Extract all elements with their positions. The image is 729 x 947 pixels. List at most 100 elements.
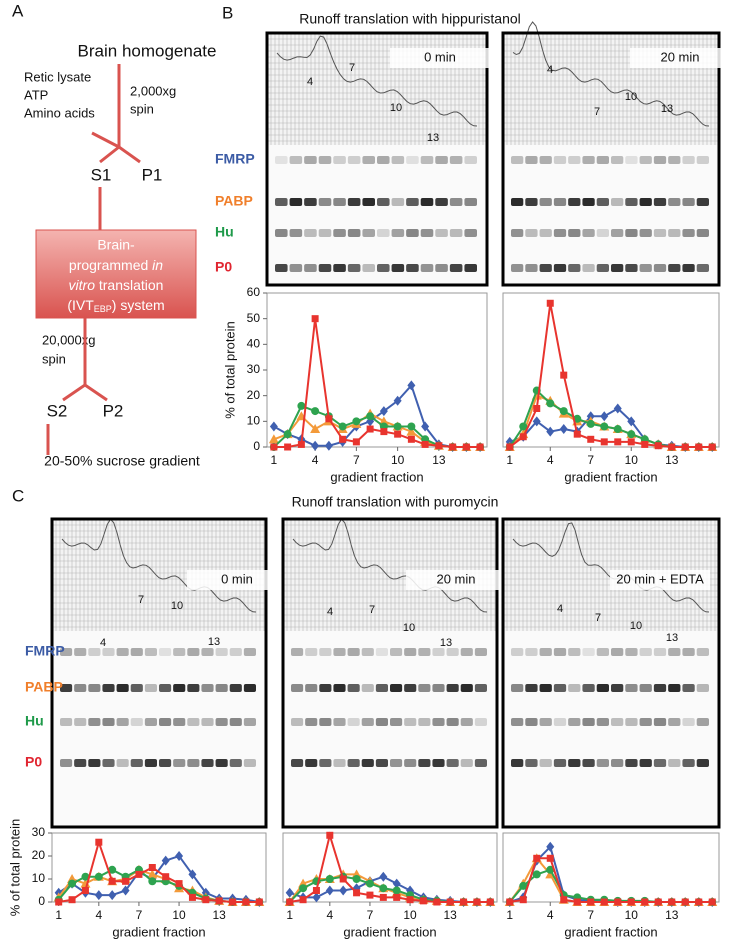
blot-band bbox=[275, 198, 288, 206]
marker bbox=[326, 831, 334, 839]
marker bbox=[641, 440, 649, 448]
blot-band bbox=[653, 229, 667, 237]
blot-band bbox=[116, 759, 129, 767]
series-line bbox=[58, 854, 260, 903]
marker bbox=[352, 417, 361, 426]
protein-label: Hu bbox=[215, 224, 234, 240]
marker bbox=[148, 864, 156, 871]
marker bbox=[188, 893, 196, 901]
protein-label: PABP bbox=[215, 193, 253, 209]
marker bbox=[393, 422, 402, 431]
blot-area bbox=[283, 631, 497, 827]
blot-band bbox=[682, 718, 695, 726]
marker bbox=[121, 885, 130, 896]
flow-text: 2,000xg bbox=[130, 83, 176, 98]
y-tick-label: 20 bbox=[32, 848, 46, 862]
blot-band bbox=[144, 759, 157, 767]
blot-band bbox=[229, 759, 242, 767]
series-line bbox=[273, 318, 481, 448]
marker bbox=[269, 421, 278, 432]
blot-band bbox=[435, 264, 448, 272]
blot-band bbox=[696, 684, 709, 692]
blot-band bbox=[668, 229, 681, 237]
x-tick-label: 1 bbox=[55, 908, 62, 922]
marker bbox=[587, 435, 595, 443]
blot-band bbox=[420, 229, 434, 237]
x-tick-label: 1 bbox=[506, 908, 513, 922]
fraction-label: 13 bbox=[666, 632, 678, 644]
marker bbox=[380, 428, 388, 436]
blot-band bbox=[611, 718, 624, 726]
marker bbox=[325, 885, 334, 896]
x-axis-label: gradient fraction bbox=[112, 924, 205, 939]
marker bbox=[392, 878, 401, 889]
blot-band bbox=[611, 264, 624, 272]
x-tick-label: 7 bbox=[587, 453, 594, 467]
blot-band bbox=[375, 684, 388, 692]
marker bbox=[627, 430, 636, 439]
blot-band bbox=[596, 648, 609, 656]
blot-band bbox=[60, 759, 73, 767]
panel-a: A Brain homogenate Retic lysate ATP Amin… bbox=[12, 1, 216, 468]
marker bbox=[310, 424, 321, 434]
marker bbox=[108, 865, 117, 874]
blot-band bbox=[446, 718, 459, 726]
marker bbox=[339, 885, 348, 896]
blot-band bbox=[668, 264, 681, 272]
fraction-label: 13 bbox=[208, 636, 220, 648]
blot-band bbox=[60, 648, 73, 656]
x-axis-label: gradient fraction bbox=[564, 924, 657, 939]
blot-band bbox=[625, 156, 638, 164]
x-tick-label: 13 bbox=[213, 908, 227, 922]
blot-band bbox=[291, 759, 304, 767]
blot-band bbox=[289, 156, 303, 164]
blot-band bbox=[539, 648, 552, 656]
x-tick-label: 4 bbox=[312, 453, 319, 467]
blot-band bbox=[347, 156, 361, 164]
blot-band bbox=[187, 759, 200, 767]
blot-band bbox=[625, 198, 638, 206]
blot-area bbox=[267, 145, 487, 285]
blot-band bbox=[696, 648, 709, 656]
marker bbox=[339, 875, 347, 883]
flow-text: Brain homogenate bbox=[78, 41, 217, 60]
marker bbox=[68, 879, 77, 888]
blot-band bbox=[696, 759, 709, 767]
blot-band bbox=[639, 684, 652, 692]
blot-band bbox=[682, 229, 695, 237]
box-text: translation bbox=[95, 277, 163, 293]
marker bbox=[668, 443, 676, 451]
blot-area bbox=[503, 145, 719, 285]
marker bbox=[366, 412, 375, 421]
blot-band bbox=[404, 684, 417, 692]
blot-band bbox=[391, 264, 405, 272]
blot-band bbox=[201, 684, 214, 692]
blot-band bbox=[525, 684, 538, 692]
x-axis-label: gradient fraction bbox=[343, 924, 436, 939]
blot-band bbox=[304, 156, 317, 164]
blot-band bbox=[582, 684, 595, 692]
marker bbox=[627, 898, 635, 906]
blot-band bbox=[361, 718, 374, 726]
blot-band bbox=[304, 264, 317, 272]
marker bbox=[161, 855, 170, 866]
blot-band bbox=[74, 648, 87, 656]
box-text: ) system bbox=[112, 297, 165, 313]
blot-band bbox=[625, 759, 638, 767]
marker bbox=[586, 411, 595, 422]
blot-band bbox=[215, 684, 228, 692]
marker bbox=[285, 887, 294, 898]
marker bbox=[460, 898, 468, 906]
gradient-trace bbox=[276, 35, 478, 127]
marker bbox=[654, 898, 662, 906]
marker bbox=[325, 415, 333, 423]
marker bbox=[162, 873, 170, 881]
x-axis-label: gradient fraction bbox=[564, 469, 657, 484]
blot-band bbox=[318, 198, 332, 206]
marker bbox=[268, 434, 279, 444]
blot-band bbox=[596, 684, 609, 692]
marker bbox=[394, 430, 402, 438]
blot-band bbox=[102, 759, 115, 767]
x-tick-label: 10 bbox=[172, 908, 186, 922]
